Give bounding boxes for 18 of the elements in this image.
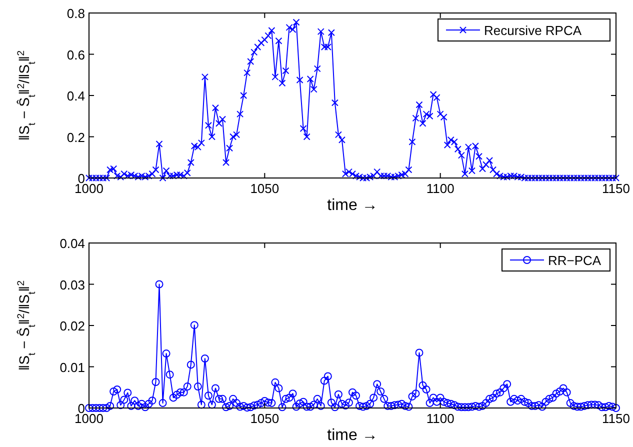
x-tick-label: 1150 xyxy=(602,181,630,196)
y-tick-label: 0.01 xyxy=(60,360,85,375)
y-tick-label: 0.6 xyxy=(66,47,85,62)
x-axis-title: time → xyxy=(327,197,378,214)
x-tick-label: 1150 xyxy=(602,411,630,426)
x-axis-title: time → xyxy=(327,427,378,444)
y-tick-label: 0.02 xyxy=(60,318,85,334)
x-tick-label: 1100 xyxy=(426,181,454,196)
y-tick-label: 0.2 xyxy=(66,130,85,145)
legend-label: RR−PCA xyxy=(548,253,602,268)
x-tick-label: 1050 xyxy=(250,181,280,196)
legend-label: Recursive RPCA xyxy=(484,23,582,38)
y-tick-label: 0.03 xyxy=(60,277,85,292)
y-tick-label: 0.4 xyxy=(66,88,85,104)
y-tick-label: 0.04 xyxy=(60,236,85,251)
x-tick-label: 1100 xyxy=(426,411,454,426)
y-tick-label: 0.8 xyxy=(66,6,85,21)
x-tick-label: 1050 xyxy=(250,411,280,426)
